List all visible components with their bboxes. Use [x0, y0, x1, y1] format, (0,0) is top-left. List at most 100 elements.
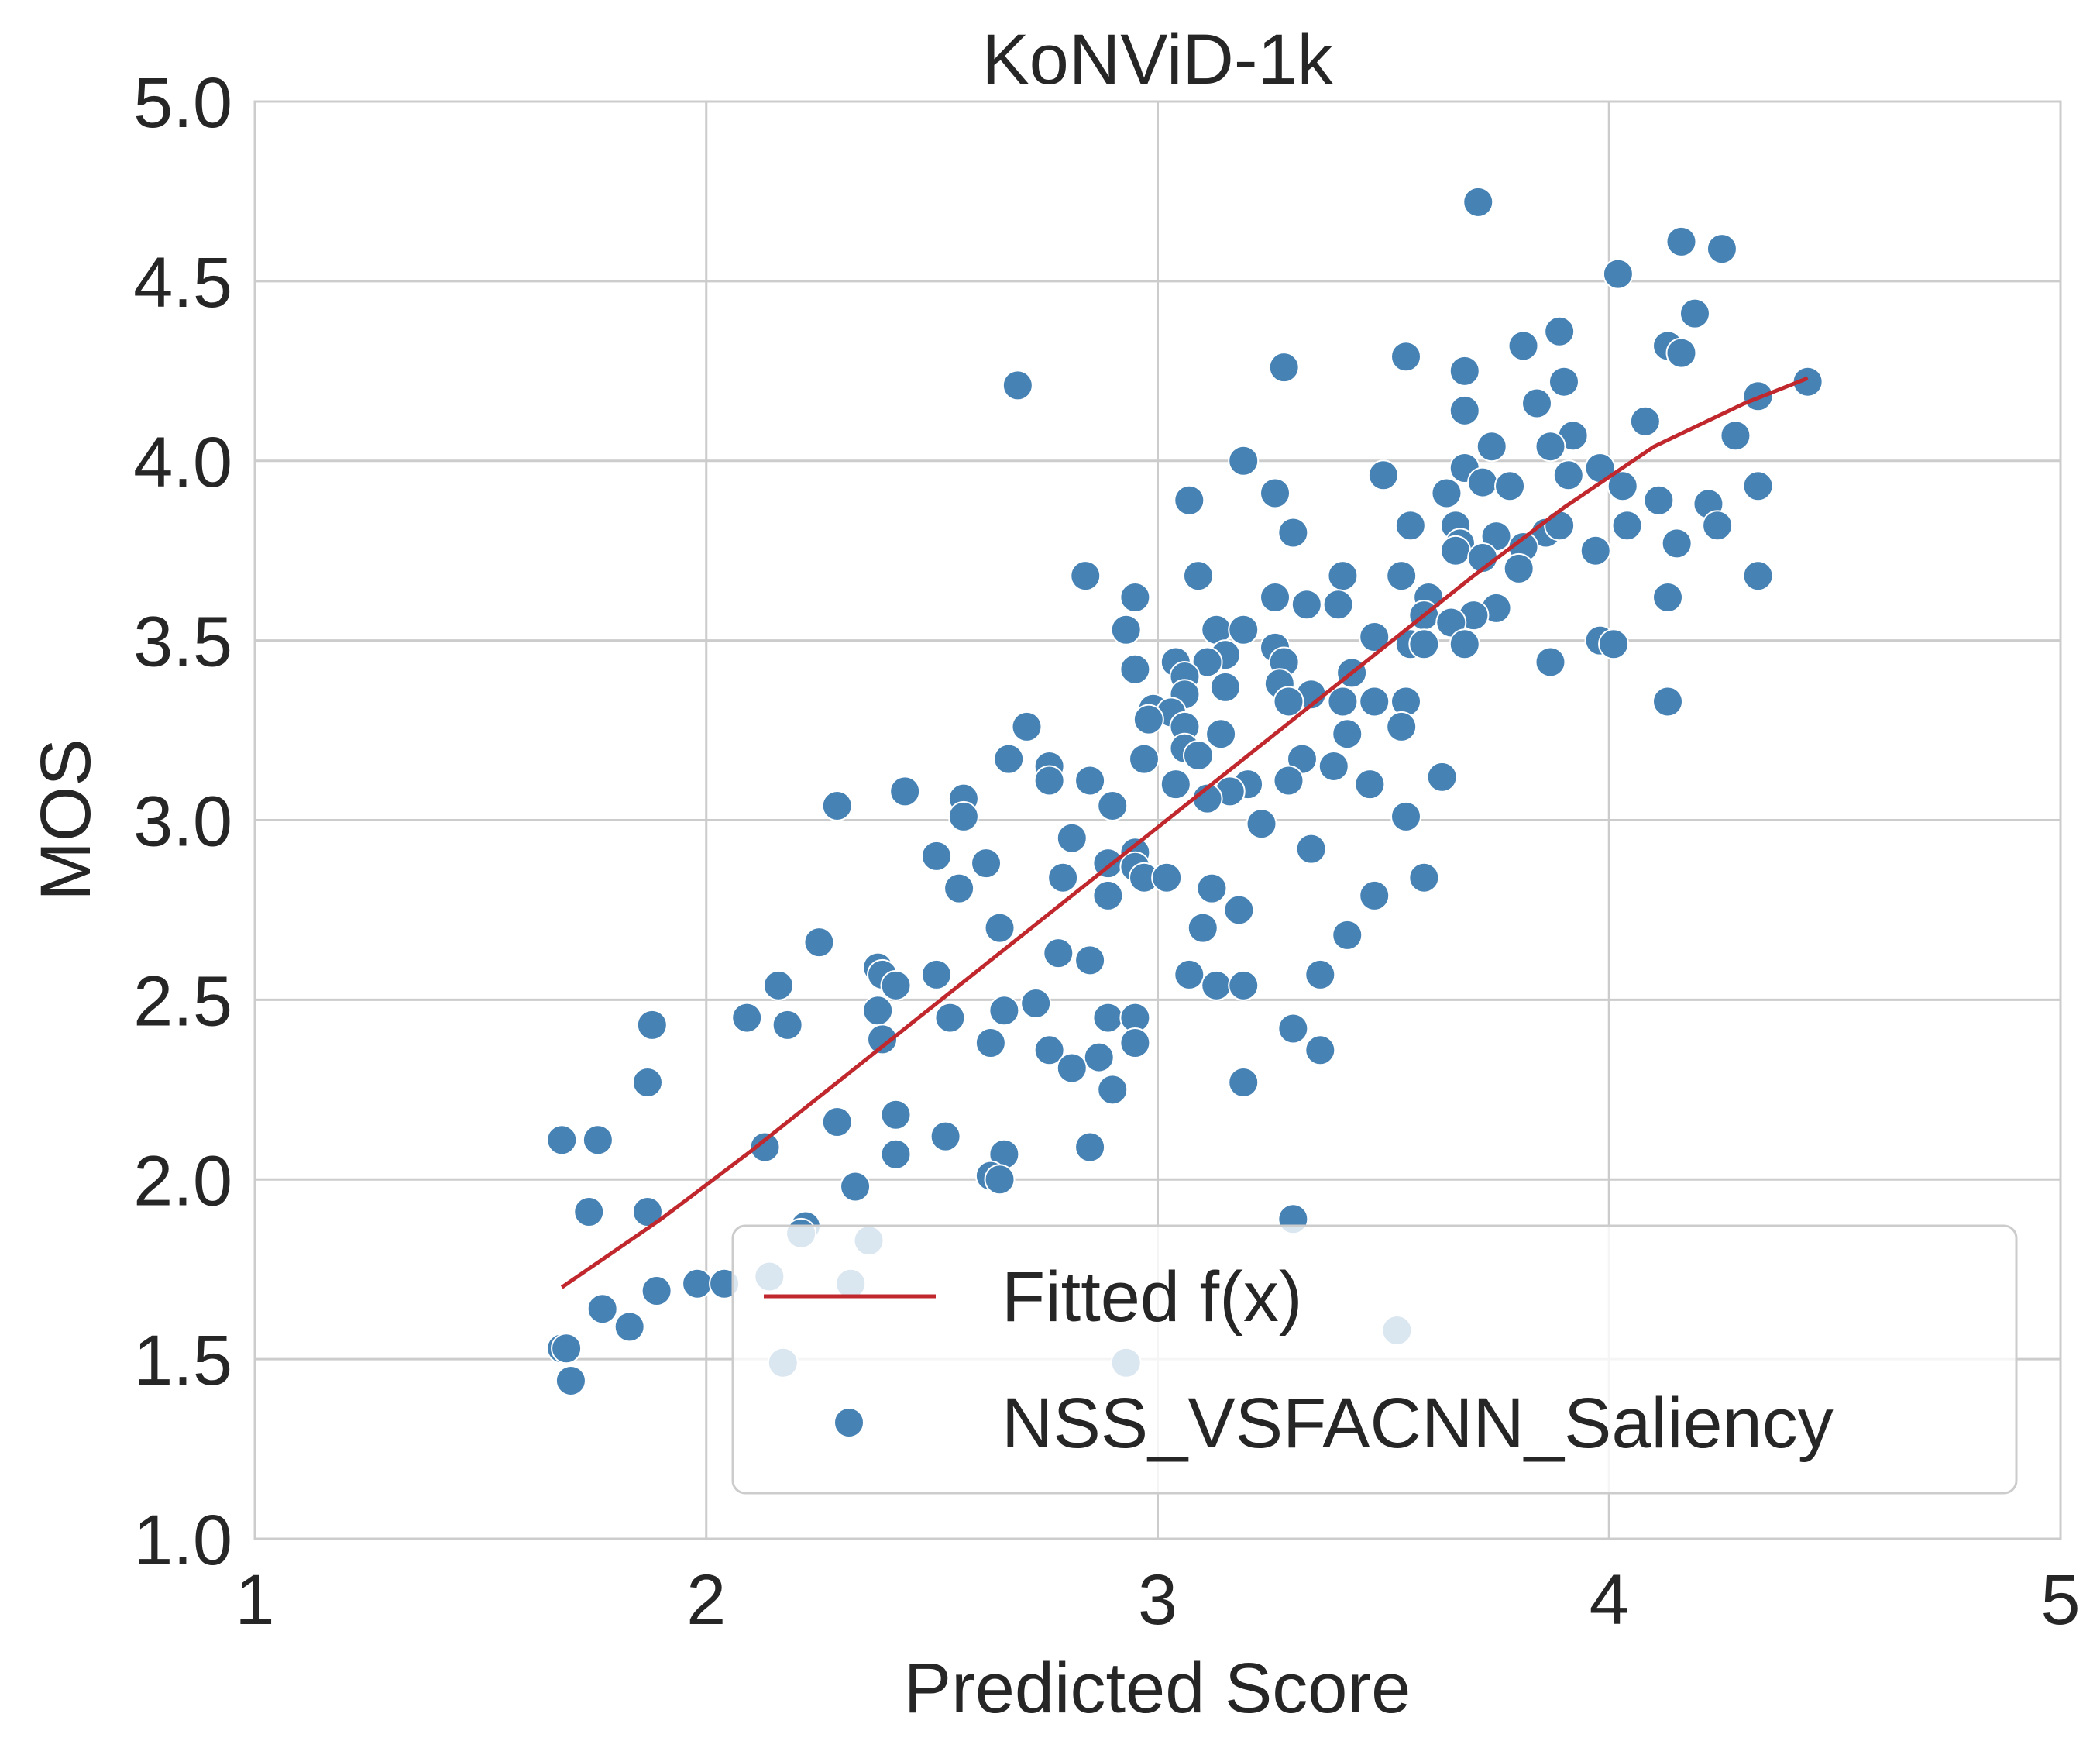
- y-tick-label: 4.0: [133, 423, 232, 502]
- scatter-point: [1229, 971, 1258, 1000]
- scatter-point: [1129, 745, 1159, 774]
- scatter-point: [1387, 561, 1416, 590]
- scatter-point: [1247, 809, 1277, 838]
- scatter-point: [1093, 1003, 1122, 1033]
- scatter-point: [773, 1010, 803, 1040]
- scatter-point: [1707, 234, 1737, 263]
- scatter-point: [935, 1003, 964, 1033]
- legend-label-fit: Fitted f(x): [1002, 1258, 1302, 1337]
- scatter-point: [552, 1333, 581, 1363]
- scatter-point: [732, 1003, 761, 1033]
- scatter-point: [1278, 518, 1308, 548]
- scatter-point: [1120, 1028, 1150, 1058]
- scatter-point: [1328, 686, 1357, 716]
- scatter-point: [1391, 342, 1421, 371]
- scatter-point: [1035, 766, 1064, 795]
- scatter-point: [1229, 615, 1258, 645]
- scatter-point: [1631, 407, 1660, 436]
- scatter-point: [1545, 511, 1574, 540]
- scatter-point: [1391, 802, 1421, 831]
- scatter-point: [1057, 824, 1087, 853]
- scatter-point: [1098, 1075, 1127, 1104]
- scatter-point: [1278, 1013, 1308, 1043]
- scatter-point: [1273, 766, 1303, 795]
- scatter-point: [1188, 914, 1218, 943]
- scatter-point: [1666, 227, 1696, 256]
- scatter-point: [985, 1165, 1015, 1194]
- scatter-point: [1450, 396, 1480, 425]
- scatter-point: [1197, 874, 1226, 903]
- scatter-point: [1468, 468, 1497, 497]
- scatter-point: [1644, 486, 1673, 515]
- scatter-point: [985, 914, 1015, 943]
- x-tick-label: 2: [686, 1560, 726, 1640]
- x-axis-label: Predicted Score: [904, 1649, 1411, 1728]
- scatter-point: [1057, 1053, 1087, 1082]
- scatter-point: [1441, 536, 1470, 566]
- scatter-point: [1603, 260, 1633, 289]
- scatter-point: [638, 1010, 667, 1040]
- scatter-point: [1098, 791, 1127, 821]
- scatter-point: [1391, 686, 1421, 716]
- scatter-point: [1409, 863, 1438, 893]
- scatter-point: [1328, 561, 1357, 590]
- scatter-point: [1613, 511, 1642, 540]
- scatter-point: [1477, 432, 1507, 461]
- scatter-point: [1184, 741, 1213, 770]
- scatter-point: [1409, 629, 1438, 659]
- scatter-point: [1260, 478, 1290, 508]
- scatter-point: [1662, 528, 1692, 558]
- scatter-point: [1319, 752, 1349, 781]
- scatter-point: [1396, 511, 1425, 540]
- scatter-point: [1292, 590, 1322, 619]
- scatter-point: [1703, 511, 1732, 540]
- scatter-point: [1463, 188, 1493, 217]
- y-tick-label: 4.5: [133, 243, 232, 322]
- scatter-point: [1554, 460, 1583, 490]
- scatter-point: [1093, 881, 1122, 910]
- scatter-point: [1387, 712, 1416, 742]
- scatter-point: [863, 996, 892, 1025]
- x-tick-label: 1: [235, 1560, 274, 1640]
- x-tick-label: 4: [1590, 1560, 1629, 1640]
- scatter-point: [949, 802, 978, 831]
- scatter-point: [1535, 647, 1565, 676]
- scatter-point: [764, 971, 793, 1000]
- scatter-point: [989, 996, 1019, 1025]
- scatter-point: [1599, 629, 1628, 659]
- scatter-point: [823, 1107, 852, 1137]
- scatter-point: [615, 1312, 644, 1341]
- scatter-point: [1206, 719, 1236, 748]
- scatter-point: [890, 776, 919, 806]
- scatter-point: [1535, 432, 1565, 461]
- scatter-point: [1021, 989, 1050, 1018]
- scatter-point: [1504, 554, 1534, 583]
- scatter-point: [1359, 881, 1389, 910]
- scatter-point: [1152, 863, 1181, 893]
- scatter-point: [1744, 471, 1773, 501]
- scatter-point: [1075, 766, 1105, 795]
- scatter-point: [1174, 486, 1204, 515]
- scatter-point: [1450, 356, 1480, 386]
- scatter-point: [1355, 769, 1384, 799]
- scatter-point: [1332, 920, 1362, 950]
- scatter-point: [1522, 389, 1552, 418]
- scatter-point: [1075, 945, 1105, 975]
- scatter-point: [1369, 460, 1398, 490]
- scatter-point: [1201, 971, 1231, 1000]
- scatter-point: [1084, 1043, 1114, 1072]
- y-tick-label: 5.0: [133, 64, 232, 143]
- scatter-point: [583, 1125, 613, 1154]
- scatter-point: [1134, 705, 1163, 735]
- scatter-point: [1012, 712, 1042, 742]
- scatter-point: [1720, 421, 1750, 450]
- y-tick-label: 3.5: [133, 603, 232, 682]
- scatter-point: [1229, 446, 1258, 476]
- scatter-point: [1297, 834, 1326, 864]
- scatter-point: [882, 971, 911, 1000]
- scatter-point: [1450, 629, 1480, 659]
- scatter-point: [574, 1197, 603, 1227]
- scatter-point: [633, 1068, 662, 1097]
- scatter-point: [1653, 583, 1682, 612]
